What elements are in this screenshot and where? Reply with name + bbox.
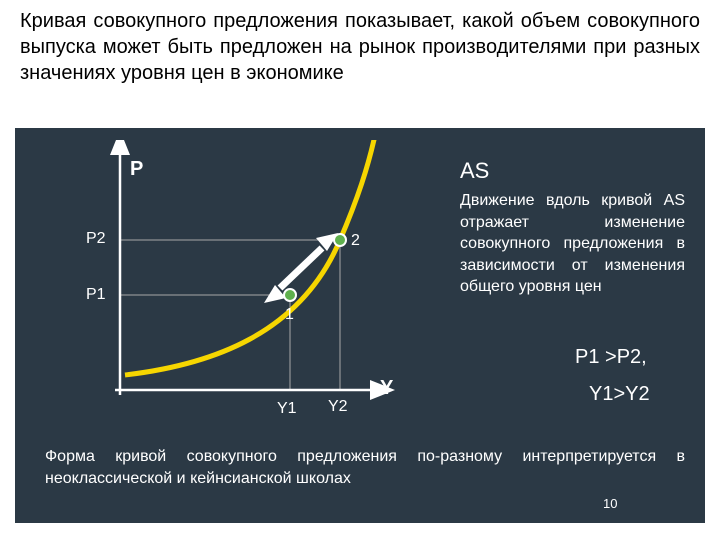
content-panel: P Y P2 P1 Y1 Y2 1 2 AS Движение вдоль кр…	[15, 128, 705, 523]
page-number: 10	[603, 496, 617, 511]
p1-label: P1	[86, 286, 106, 304]
point-2-label: 2	[351, 232, 360, 250]
axis-label-y: Y	[380, 377, 393, 400]
side-description: Движение вдоль кривой AS отражает измене…	[460, 190, 685, 298]
slide-title: Кривая совокупного предложения показывае…	[20, 8, 700, 86]
y1-label: Y1	[277, 400, 297, 418]
point-2	[334, 234, 346, 246]
chart-svg	[70, 140, 415, 435]
axis-label-p: P	[130, 158, 143, 181]
formula-p: P1 >P2,	[575, 346, 647, 369]
point-1	[284, 289, 296, 301]
p2-label: P2	[86, 230, 106, 248]
y2-label: Y2	[328, 398, 348, 416]
title-area: Кривая совокупного предложения показывае…	[20, 8, 700, 86]
as-chart: P Y P2 P1 Y1 Y2 1 2	[70, 140, 415, 435]
slide: Кривая совокупного предложения показывае…	[0, 0, 720, 540]
formula-y: Y1>Y2	[589, 383, 650, 406]
as-label: AS	[460, 158, 489, 184]
point-1-label: 1	[285, 306, 294, 324]
bottom-description: Форма кривой совокупного предложения по-…	[45, 446, 685, 489]
